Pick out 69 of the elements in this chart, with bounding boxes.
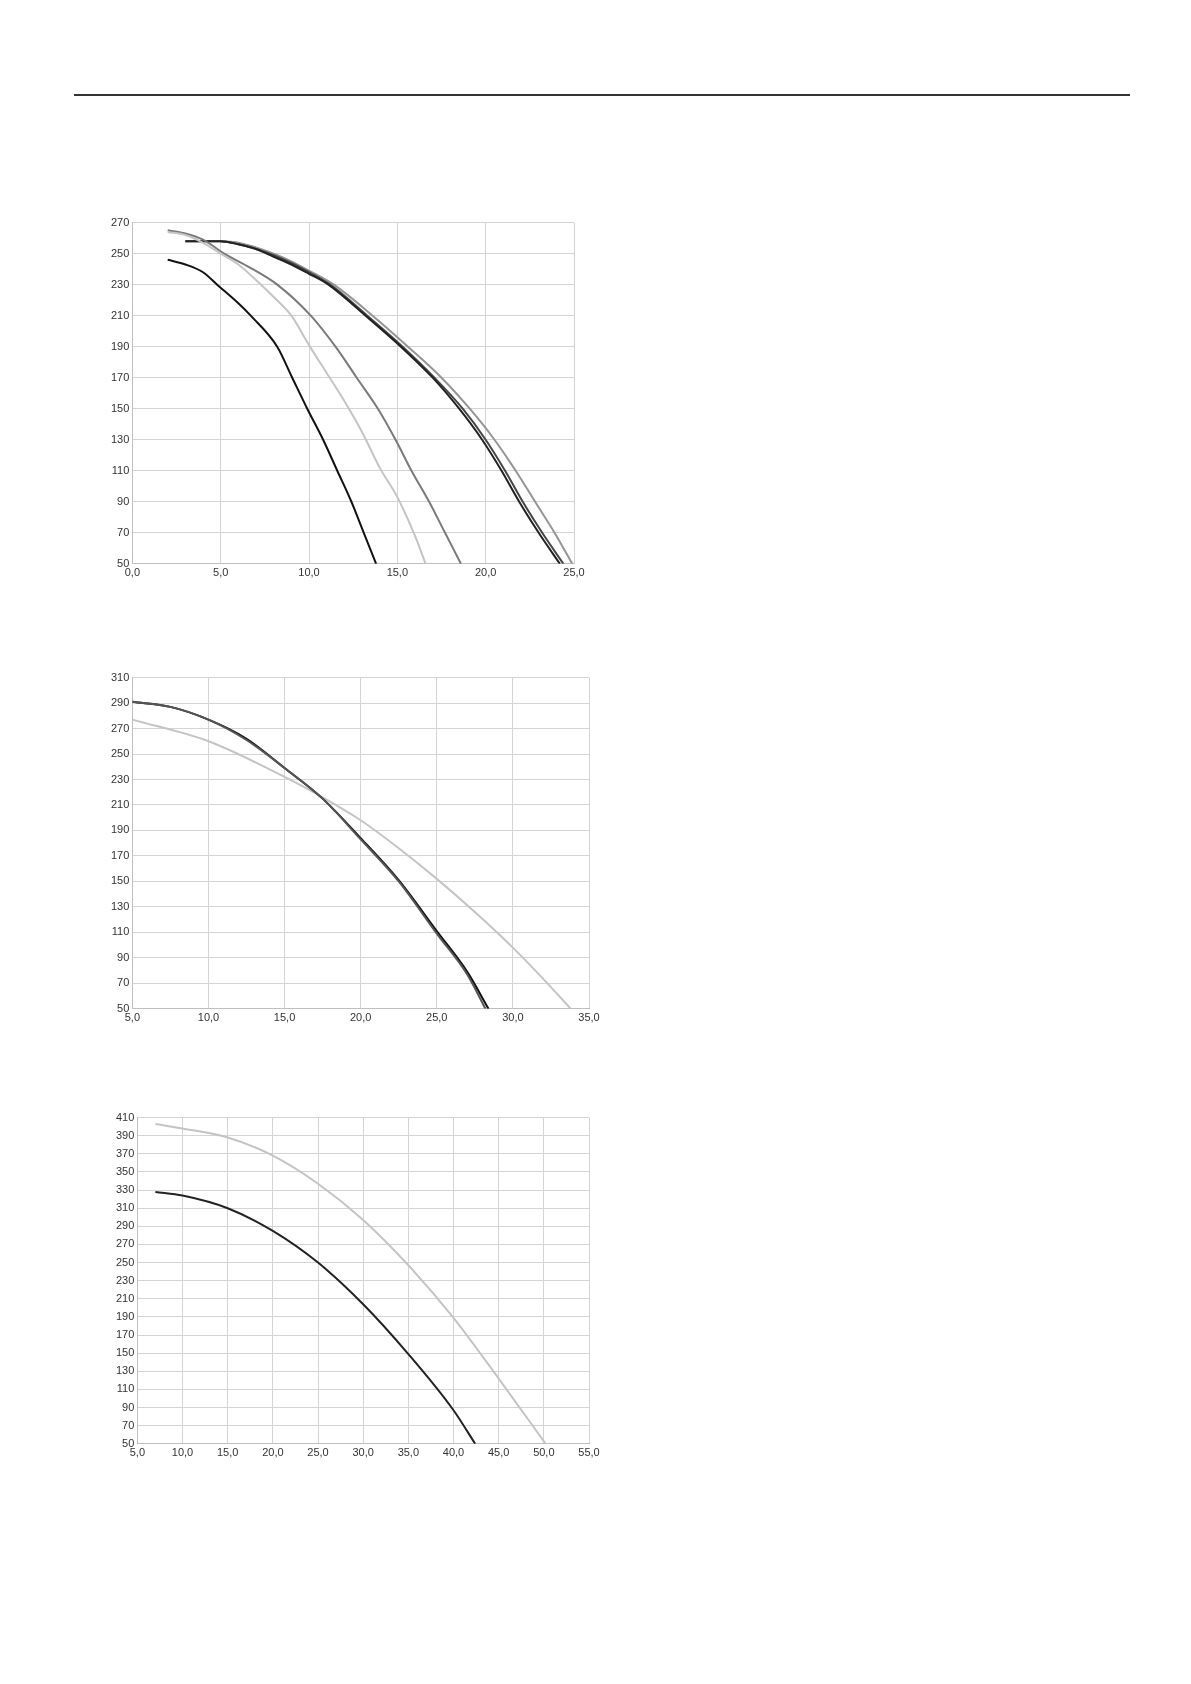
x-tick-label: 20,0 bbox=[262, 1446, 284, 1459]
y-tick-label: 230 bbox=[110, 772, 130, 785]
y-tick-label: 110 bbox=[116, 1382, 135, 1395]
x-tick-label: 20,0 bbox=[474, 566, 497, 579]
y-tick-label: 170 bbox=[110, 848, 130, 861]
y-tick-label: 110 bbox=[111, 463, 130, 476]
x-tick-label: 35,0 bbox=[578, 1011, 600, 1024]
y-tick-label: 190 bbox=[110, 339, 130, 352]
x-tick-label: 20,0 bbox=[349, 1011, 372, 1024]
y-tick-label: 50 bbox=[117, 1001, 130, 1014]
y-tick-label: 290 bbox=[115, 1219, 135, 1232]
y-tick-label: 310 bbox=[110, 670, 130, 683]
y-tick-label: 190 bbox=[110, 823, 130, 836]
y-tick-label: 270 bbox=[115, 1237, 135, 1250]
x-tick-label: 50,0 bbox=[533, 1446, 555, 1459]
x-tick-label: 10,0 bbox=[171, 1446, 194, 1459]
y-tick-label: 210 bbox=[115, 1291, 135, 1304]
y-tick-label: 170 bbox=[115, 1328, 135, 1341]
x-tick-label: 25,0 bbox=[563, 566, 585, 579]
y-tick-label: 290 bbox=[110, 696, 130, 709]
y-tick-label: 50 bbox=[122, 1436, 135, 1449]
y-tick-label: 150 bbox=[110, 401, 130, 414]
x-tick-label: 45,0 bbox=[487, 1446, 510, 1459]
y-tick-label: 110 bbox=[111, 925, 130, 938]
y-tick-label: 150 bbox=[110, 874, 130, 887]
y-tick-label: 50 bbox=[117, 556, 130, 569]
y-tick-label: 350 bbox=[115, 1165, 135, 1177]
y-tick-label: 310 bbox=[115, 1201, 135, 1214]
x-tick-label: 30,0 bbox=[352, 1446, 374, 1459]
x-tick-label: 10,0 bbox=[298, 566, 320, 579]
x-tick-label: 55,0 bbox=[578, 1446, 600, 1459]
y-tick-label: 250 bbox=[115, 1255, 135, 1268]
y-tick-label: 130 bbox=[110, 432, 130, 445]
x-tick-label: 35,0 bbox=[397, 1446, 420, 1459]
x-tick-label: 10,0 bbox=[197, 1011, 220, 1024]
x-tick-label: 5,0 bbox=[124, 1011, 140, 1024]
y-tick-label: 170 bbox=[110, 370, 130, 383]
y-tick-label: 230 bbox=[115, 1273, 135, 1286]
x-tick-label: 30,0 bbox=[502, 1011, 524, 1024]
x-tick-label: 25,0 bbox=[426, 1011, 448, 1024]
x-tick-label: 15,0 bbox=[273, 1011, 296, 1024]
x-tick-label: 25,0 bbox=[307, 1446, 329, 1459]
y-tick-label: 250 bbox=[110, 246, 130, 259]
y-tick-label: 270 bbox=[110, 721, 130, 734]
y-tick-label: 90 bbox=[117, 950, 130, 963]
y-tick-label: 90 bbox=[122, 1400, 135, 1413]
x-tick-label: 15,0 bbox=[216, 1446, 239, 1459]
y-tick-label: 250 bbox=[110, 747, 130, 760]
y-tick-label: 410 bbox=[115, 1110, 135, 1123]
y-tick-label: 130 bbox=[115, 1364, 135, 1377]
x-tick-label: 0,0 bbox=[124, 566, 140, 579]
y-tick-label: 130 bbox=[110, 899, 130, 912]
y-tick-label: 70 bbox=[117, 525, 130, 538]
x-tick-label: 5,0 bbox=[129, 1446, 145, 1459]
x-tick-label: 5,0 bbox=[213, 566, 229, 579]
y-tick-label: 210 bbox=[110, 798, 130, 811]
x-tick-label: 40,0 bbox=[442, 1446, 465, 1459]
y-tick-label: 190 bbox=[115, 1309, 135, 1322]
x-tick-label: 15,0 bbox=[386, 566, 409, 579]
y-tick-label: 90 bbox=[117, 494, 130, 507]
y-tick-label: 270 bbox=[110, 215, 130, 228]
y-tick-label: 70 bbox=[122, 1418, 135, 1431]
y-tick-label: 70 bbox=[117, 976, 130, 989]
y-tick-label: 330 bbox=[115, 1183, 135, 1196]
y-tick-label: 150 bbox=[115, 1346, 135, 1359]
y-tick-label: 390 bbox=[115, 1128, 135, 1141]
y-tick-label: 370 bbox=[115, 1146, 135, 1159]
y-tick-label: 210 bbox=[110, 308, 130, 321]
y-tick-label: 230 bbox=[110, 277, 130, 290]
